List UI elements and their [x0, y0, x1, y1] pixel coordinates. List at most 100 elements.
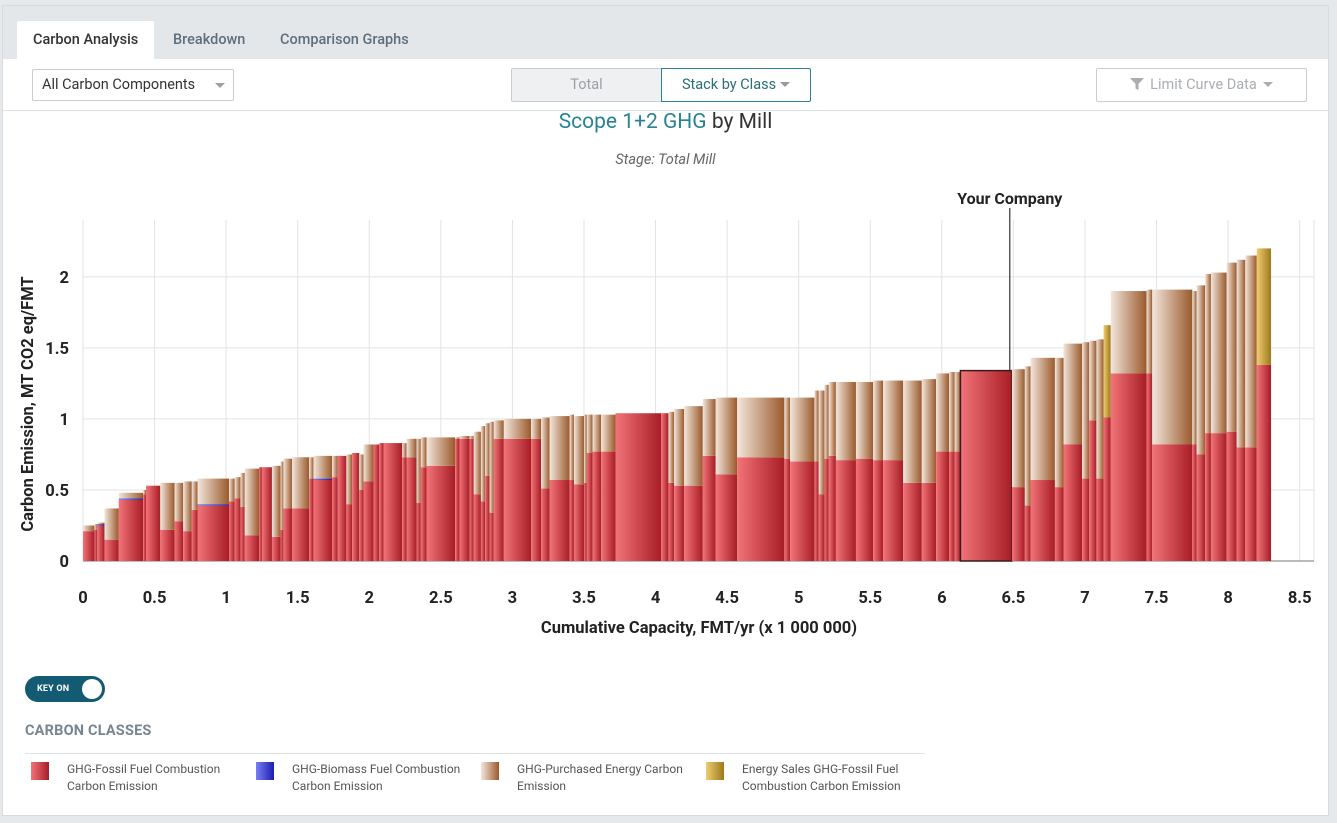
bar-mill[interactable]: [183, 481, 192, 561]
bar-mill[interactable]: [661, 413, 669, 561]
bar-mill[interactable]: [143, 489, 146, 561]
bar-mill[interactable]: [160, 482, 175, 561]
limit-curve-data-button[interactable]: Limit Curve Data: [1096, 68, 1307, 102]
bar-mill[interactable]: [1110, 291, 1147, 561]
chart-title-highlight[interactable]: Scope 1+2 GHG: [558, 110, 707, 134]
bar-mill[interactable]: [873, 380, 884, 561]
bar-mill[interactable]: [352, 453, 360, 561]
bar-mill[interactable]: [97, 522, 105, 561]
bar-mill[interactable]: [702, 399, 716, 561]
tab-carbon-analysis[interactable]: Carbon Analysis: [17, 21, 155, 59]
bar-mill[interactable]: [586, 414, 593, 561]
bar-mill[interactable]: [485, 423, 490, 561]
bar-mill[interactable]: [784, 397, 791, 561]
bar-mill[interactable]: [921, 379, 937, 561]
bar-mill[interactable]: [541, 417, 550, 561]
bar-mill[interactable]: [592, 414, 602, 561]
bar-mill[interactable]: [549, 416, 570, 561]
bar-mill[interactable]: [1146, 289, 1153, 561]
bar-mill[interactable]: [1082, 342, 1090, 561]
bar-mill[interactable]: [684, 406, 703, 561]
bar-mill[interactable]: [337, 455, 347, 561]
bar-mill[interactable]: [261, 467, 272, 561]
bar-mill[interactable]: [883, 380, 904, 561]
bar-mill[interactable]: [118, 492, 144, 561]
bar-mill[interactable]: [601, 414, 616, 561]
bar-mill[interactable]: [455, 437, 460, 561]
bar-mill[interactable]: [309, 457, 314, 561]
bar-mill[interactable]: [480, 426, 486, 561]
bar-mill[interactable]: [1089, 340, 1097, 561]
bar-mill[interactable]: [954, 372, 961, 561]
bar-mill[interactable]: [402, 443, 407, 561]
view-total-button[interactable]: Total: [511, 68, 662, 102]
bar-mill[interactable]: [174, 482, 184, 561]
bar-mill[interactable]: [583, 414, 587, 561]
bar-mill[interactable]: [280, 461, 284, 561]
bar-mill[interactable]: [83, 525, 95, 561]
bar-mill[interactable]: [234, 477, 241, 561]
bar-mill[interactable]: [363, 444, 374, 561]
bar-mill[interactable]: [332, 455, 338, 561]
bar-mill[interactable]: [855, 381, 874, 561]
bar-mill[interactable]: [790, 397, 815, 561]
bar-mill[interactable]: [903, 380, 922, 561]
bar-mill[interactable]: [489, 421, 494, 561]
bar-mill[interactable]: [229, 478, 235, 561]
bar-mill[interactable]: [104, 508, 119, 561]
bar-mill[interactable]: [818, 390, 825, 562]
bar-mill[interactable]: [737, 397, 785, 561]
bar-mill[interactable]: [459, 435, 470, 561]
bar-mill[interactable]: [503, 418, 532, 561]
bar-mill[interactable]: [828, 381, 836, 561]
bar-mill[interactable]: [473, 431, 481, 561]
key-toggle[interactable]: KEY ON: [25, 676, 105, 702]
bar-mill[interactable]: [1236, 259, 1246, 561]
tab-breakdown[interactable]: Breakdown: [173, 31, 246, 48]
bar-mill[interactable]: [814, 390, 819, 562]
bar-mill[interactable]: [313, 455, 333, 561]
bar-mill[interactable]: [240, 472, 245, 561]
bar-mill[interactable]: [936, 373, 949, 561]
bar-mill[interactable]: [1103, 325, 1111, 561]
bar-mill[interactable]: [359, 454, 364, 561]
bar-mill[interactable]: [835, 381, 856, 561]
bar-mill[interactable]: [569, 414, 574, 561]
bar-mill[interactable]: [283, 458, 292, 561]
stack-by-class-button[interactable]: Stack by Class: [661, 68, 811, 102]
bar-mill[interactable]: [197, 478, 230, 561]
bar-mill[interactable]: [379, 443, 384, 561]
tab-comparison-graphs[interactable]: Comparison Graphs: [280, 31, 409, 48]
bar-mill[interactable]: [416, 438, 421, 561]
bar-mill[interactable]: [406, 438, 417, 561]
bar-mill[interactable]: [420, 437, 427, 561]
bar-mill[interactable]: [373, 444, 380, 561]
bar-mill[interactable]: [959, 369, 1013, 562]
bar-mill[interactable]: [1205, 273, 1211, 561]
bar-mill[interactable]: [615, 413, 662, 561]
bar-mill[interactable]: [824, 384, 829, 561]
bar-mill[interactable]: [1226, 262, 1237, 561]
bar-mill[interactable]: [1210, 272, 1227, 561]
bar-mill[interactable]: [291, 457, 310, 561]
bar-mill[interactable]: [1152, 289, 1193, 561]
bar-mill[interactable]: [259, 467, 262, 561]
bar-mill[interactable]: [1256, 248, 1272, 561]
bar-mill[interactable]: [1011, 369, 1025, 561]
bar-mill[interactable]: [1096, 339, 1104, 561]
bar-mill[interactable]: [145, 485, 161, 561]
bar-mill[interactable]: [271, 465, 281, 561]
bar-mill[interactable]: [426, 437, 456, 561]
bar-mill[interactable]: [674, 408, 685, 561]
bar-mill[interactable]: [469, 435, 474, 561]
bar-mill[interactable]: [1054, 357, 1064, 561]
bar-mill[interactable]: [1024, 366, 1031, 561]
bar-mill[interactable]: [1030, 357, 1055, 561]
bar-mill[interactable]: [948, 372, 955, 561]
bar-mill[interactable]: [1063, 343, 1083, 561]
bar-mill[interactable]: [531, 418, 542, 561]
bar-mill[interactable]: [573, 416, 584, 561]
carbon-components-select[interactable]: All Carbon Components: [32, 69, 234, 101]
bar-mill[interactable]: [668, 411, 675, 561]
bar-mill[interactable]: [1192, 291, 1197, 561]
